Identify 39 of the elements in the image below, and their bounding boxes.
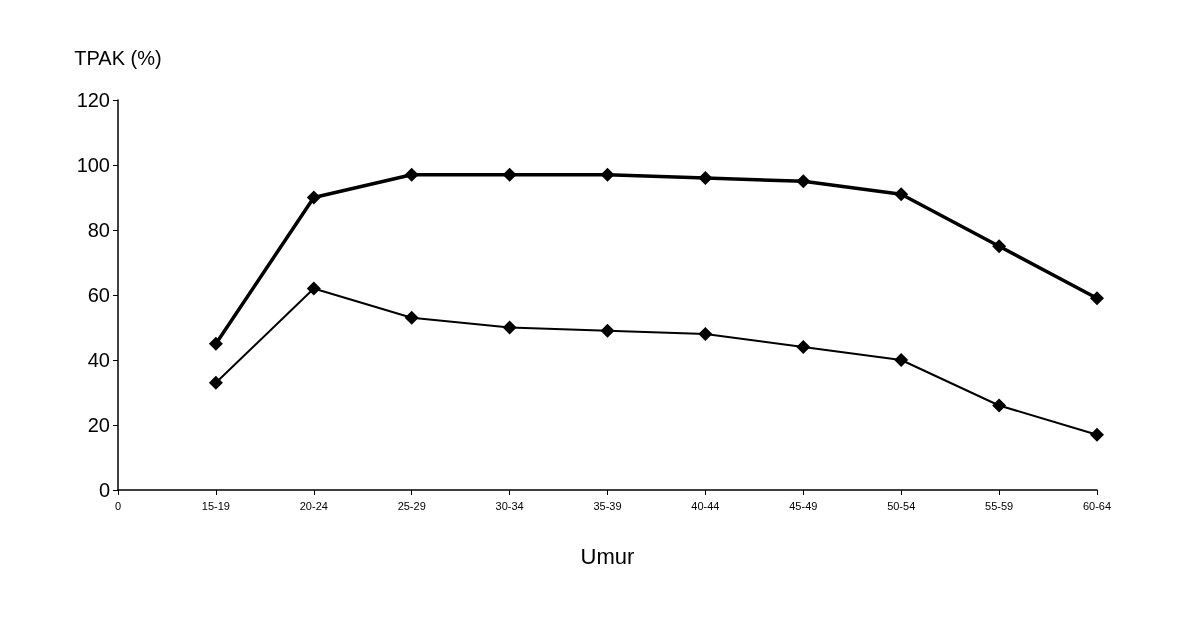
point bbox=[404, 167, 419, 182]
point bbox=[894, 187, 909, 202]
y-tick-label: 120 bbox=[76, 89, 110, 111]
point bbox=[992, 239, 1007, 254]
point bbox=[698, 171, 713, 185]
y-axis-title: TPAK (%) bbox=[74, 47, 162, 69]
point bbox=[698, 327, 713, 341]
y-tick-label: 40 bbox=[87, 349, 110, 371]
x-tick-label: 0 bbox=[114, 499, 122, 512]
y-tick-label: 20 bbox=[87, 414, 110, 436]
point bbox=[600, 167, 615, 182]
y-tick-label: 60 bbox=[87, 284, 110, 306]
point bbox=[894, 353, 909, 367]
point bbox=[404, 310, 419, 325]
x-tick-label: 45-49 bbox=[789, 499, 818, 512]
point bbox=[208, 336, 223, 351]
x-axis-title: Umur bbox=[580, 543, 635, 569]
x-tick-label: 55-59 bbox=[985, 499, 1014, 512]
point bbox=[796, 174, 811, 189]
point bbox=[992, 398, 1007, 413]
x-tick-label: 35-39 bbox=[593, 499, 622, 512]
y-tick-label: 100 bbox=[76, 154, 110, 176]
point bbox=[208, 375, 223, 390]
x-tick-label: 60-64 bbox=[1082, 499, 1112, 512]
x-tick-label: 50-54 bbox=[887, 499, 916, 512]
point bbox=[306, 190, 321, 205]
point bbox=[796, 340, 811, 354]
point bbox=[502, 167, 517, 182]
x-tick-label: 30-34 bbox=[495, 499, 524, 512]
point bbox=[502, 320, 517, 335]
point bbox=[1090, 427, 1104, 442]
x-tick-label: 15-19 bbox=[201, 499, 230, 512]
point bbox=[1090, 291, 1104, 306]
x-tick-label: 25-29 bbox=[397, 499, 426, 512]
x-tick-label: 40-44 bbox=[691, 499, 720, 512]
point bbox=[306, 281, 321, 296]
y-tick-label: 80 bbox=[87, 219, 110, 241]
point bbox=[600, 323, 615, 338]
x-tick-label: 20-24 bbox=[299, 499, 328, 512]
